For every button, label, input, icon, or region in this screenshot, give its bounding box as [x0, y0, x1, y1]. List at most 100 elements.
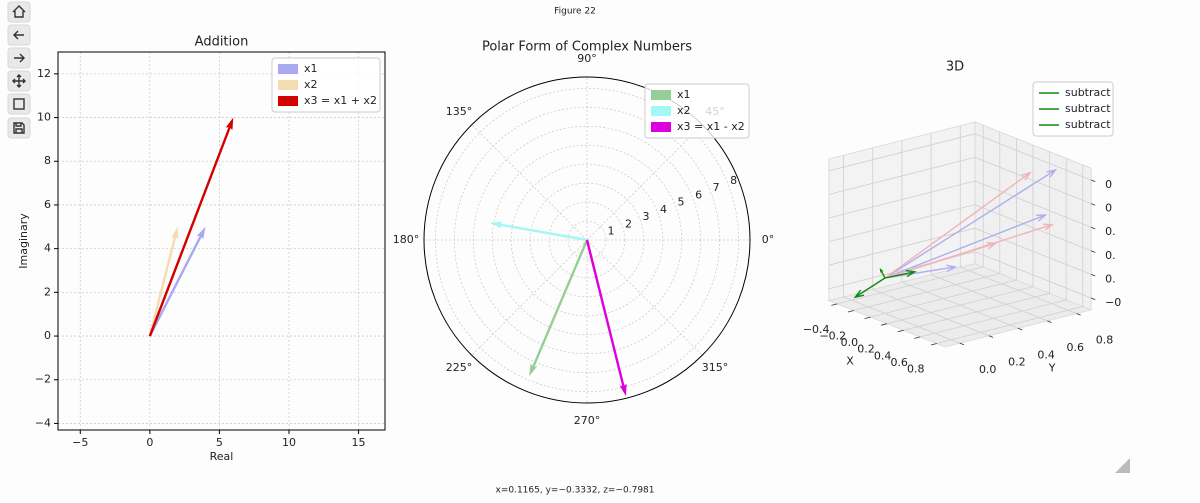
x-tick-label: 0.0	[841, 336, 859, 349]
resize-grip[interactable]	[1115, 458, 1130, 473]
tick-mark	[1090, 203, 1096, 206]
grid-line	[586, 124, 703, 241]
legend-label: subtract	[1065, 102, 1111, 115]
tick-mark	[1090, 179, 1096, 183]
back-button[interactable]	[7, 24, 31, 46]
legend-box	[1032, 81, 1114, 137]
x-tick-label: 0.6	[890, 356, 908, 369]
home-button[interactable]	[7, 1, 31, 23]
y-tick-label: 0.4	[1037, 348, 1055, 361]
legend-label: subtract	[1065, 118, 1111, 131]
legend-label: subtract	[1065, 86, 1111, 99]
tick-mark	[914, 336, 921, 339]
grid-ring	[567, 220, 607, 260]
y-tick-label: 12	[37, 67, 51, 80]
theta-tick-label: 0°	[762, 233, 775, 246]
y-tick-label: 2	[44, 285, 51, 298]
r-tick-label: 8	[730, 174, 737, 187]
legend-label: x2	[677, 104, 691, 117]
grid-ring	[472, 125, 702, 355]
grid-line	[930, 274, 1048, 322]
pan-button[interactable]	[7, 70, 31, 92]
grid-ring	[548, 201, 626, 279]
legend-patch	[278, 80, 298, 90]
theta-tick-label: 225°	[446, 361, 473, 374]
legend-label: x2	[304, 78, 318, 91]
legend-label: x3 = x1 - x2	[677, 120, 745, 133]
chart-title: Addition	[195, 35, 249, 50]
grid-line	[828, 180, 975, 219]
theta-tick-label: 315°	[702, 361, 729, 374]
grid-line	[843, 296, 960, 344]
grid-ring	[434, 87, 740, 393]
r-tick-label: 6	[695, 188, 702, 201]
legend-box	[271, 57, 381, 113]
legend-label: x1	[304, 62, 318, 75]
legend-patch	[651, 122, 671, 132]
vector-arrow	[853, 277, 886, 299]
theta-tick-label: 135°	[446, 105, 473, 118]
grid-line	[471, 124, 588, 241]
grid-line	[471, 239, 588, 356]
x-tick-label: 5	[216, 436, 223, 449]
grid-line	[828, 133, 975, 172]
grid-line	[974, 204, 1092, 252]
tick-mark	[1090, 297, 1096, 301]
y-axis-label: Y	[1048, 361, 1056, 374]
r-tick-label: 5	[678, 196, 685, 209]
z-tick-label: 0.	[1105, 249, 1116, 262]
x-tick-label: 0.4	[874, 349, 892, 362]
tick-mark	[864, 316, 871, 319]
x-tick-label: −0.2	[819, 330, 846, 343]
grid-line	[974, 180, 1092, 228]
vector-arrow	[148, 226, 179, 337]
vector-arrow	[884, 269, 917, 279]
vector-arrow	[884, 214, 1048, 279]
grid-ring	[529, 182, 645, 298]
chart-title: Polar Form of Complex Numbers	[482, 40, 692, 55]
grid-line	[974, 133, 1092, 181]
r-tick-label: 2	[625, 217, 632, 230]
zoom-button[interactable]	[7, 93, 31, 115]
vector-arrow	[148, 117, 234, 337]
y-tick-label: 8	[44, 154, 51, 167]
grid-ring	[491, 144, 683, 336]
polar-frame	[423, 76, 751, 404]
forward-button[interactable]	[7, 47, 31, 69]
z-tick-label: 0.	[1105, 272, 1116, 285]
tick-mark	[1047, 320, 1052, 323]
legend-patch	[278, 64, 298, 74]
save-button[interactable]	[7, 117, 31, 139]
grid-line	[828, 157, 975, 195]
z-tick-label: 0.	[1105, 225, 1116, 238]
vector-arrow	[884, 171, 1032, 279]
tick-mark	[831, 303, 838, 306]
r-tick-label: 4	[660, 203, 667, 216]
y-tick-label: 0.2	[1008, 356, 1026, 369]
legend-label: x3 = x1 + x2	[304, 94, 377, 107]
grid-ring	[453, 106, 721, 374]
tick-mark	[881, 323, 888, 326]
grid-line	[974, 157, 1092, 204]
y-tick-label: −2	[35, 373, 51, 386]
x-tick-label: −0.4	[803, 323, 830, 336]
y-tick-label: 6	[44, 198, 51, 211]
vector-arrow	[879, 267, 886, 279]
r-tick-label: 1	[608, 225, 615, 238]
y-tick-label: 0	[44, 329, 51, 342]
tick-mark	[1090, 250, 1096, 253]
y-axis-label: Imaginary	[17, 213, 30, 269]
legend-label: x1	[677, 88, 691, 101]
x-tick-label: 0.2	[857, 343, 875, 356]
axes-frame	[57, 51, 386, 431]
tick-mark	[1017, 327, 1023, 331]
tick-mark	[959, 342, 964, 346]
grid-line	[974, 251, 1092, 299]
tick-mark	[1090, 274, 1096, 277]
tick-mark	[988, 335, 994, 338]
tick-mark	[847, 310, 854, 313]
vector-arrow	[884, 242, 998, 279]
vector-arrow	[884, 168, 1058, 279]
